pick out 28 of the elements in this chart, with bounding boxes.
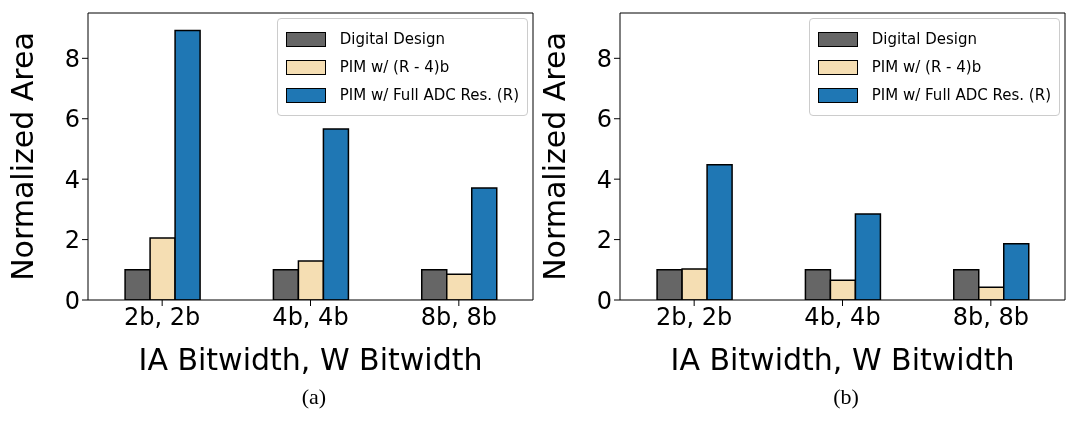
legend-label: Digital Design	[339, 30, 446, 48]
y-tick-label: 6	[596, 105, 612, 134]
legend-label: PIM w/ Full ADC Res. (R)	[871, 86, 1051, 104]
text: (a)	[300, 384, 328, 410]
y-tick-label: 8	[64, 44, 80, 73]
x-tick-label: 2b, 2b	[124, 303, 201, 332]
legend-label: PIM w/ (R - 4)b	[339, 58, 450, 76]
legend-label: Digital Design	[871, 30, 978, 48]
x-tick-label: 2b, 2b	[656, 303, 733, 332]
y-axis-title: Normalized Area	[4, 32, 40, 281]
y-tick-label: 0	[64, 286, 80, 315]
y-tick-label: 8	[596, 44, 612, 73]
y-tick-label: 0	[596, 286, 612, 315]
x-tick-label: 4b, 4b	[804, 303, 881, 332]
legend-label: PIM w/ (R - 4)b	[871, 58, 982, 76]
y-tick-label: 2	[596, 226, 612, 255]
x-tick-label: 4b, 4b	[272, 303, 349, 332]
text: (b)	[832, 384, 860, 410]
legend-label: PIM w/ Full ADC Res. (R)	[339, 86, 519, 104]
y-tick-label: 4	[596, 165, 612, 194]
x-axis-title: IA Bitwidth, W Bitwidth	[138, 342, 483, 377]
y-tick-label: 6	[64, 105, 80, 134]
y-axis-title: Normalized Area	[536, 32, 572, 281]
x-tick-label: 8b, 8b	[952, 303, 1029, 332]
y-tick-label: 2	[64, 226, 80, 255]
x-axis-title: IA Bitwidth, W Bitwidth	[670, 342, 1015, 377]
y-tick-label: 4	[64, 165, 80, 194]
x-tick-label: 8b, 8b	[420, 303, 497, 332]
